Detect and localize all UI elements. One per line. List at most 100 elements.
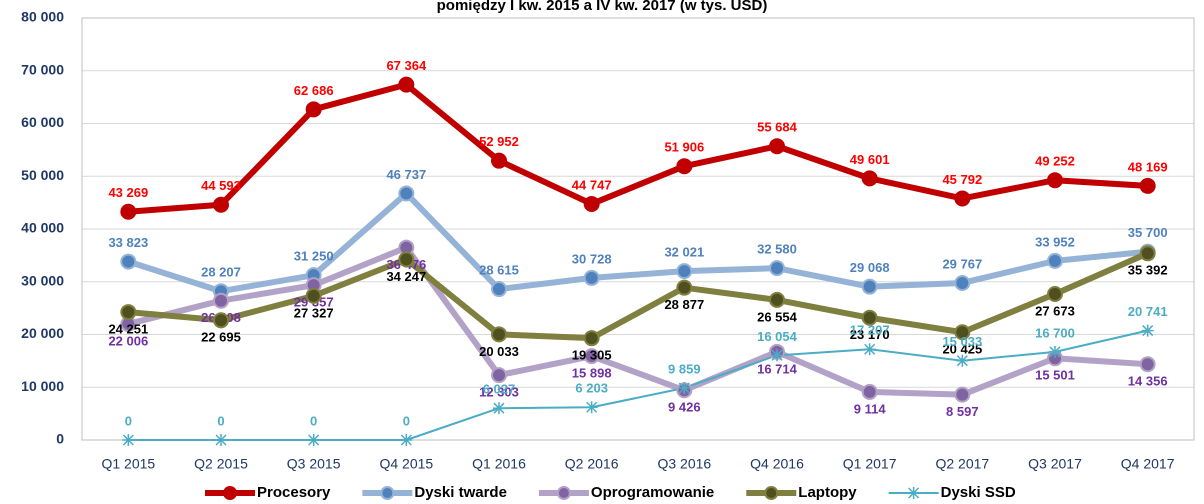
data-label: 34 247 [386,269,426,284]
data-label: 30 728 [572,251,612,266]
legend-marker [223,486,237,500]
data-label: 49 601 [850,152,890,167]
x-tick-label: Q3 2015 [287,456,341,472]
data-label: 9 859 [668,361,701,376]
point [398,251,415,268]
data-label: 0 [310,413,317,428]
y-tick-label: 70 000 [21,61,64,77]
x-tick-label: Q2 2017 [935,456,989,472]
data-label: 35 392 [1128,263,1168,278]
x-tick-label: Q3 2017 [1028,456,1082,472]
point [954,274,971,291]
point [769,260,785,277]
legend-label: Laptopy [798,484,857,501]
data-label: 27 673 [1035,303,1075,318]
legend-marker [556,486,571,500]
data-label: 0 [217,413,224,428]
x-tick-label: Q4 2015 [379,456,433,472]
series-line [128,250,1149,342]
data-label: 6 027 [483,382,516,397]
series-line [128,329,1148,441]
data-label: 33 952 [1035,234,1075,249]
point [1139,356,1156,373]
point [1049,345,1061,358]
point [400,434,413,446]
data-label: 29 068 [850,260,890,275]
point [1139,245,1156,262]
data-label: 15 898 [572,366,612,381]
point [213,196,229,213]
point [956,354,969,367]
series-line [128,81,1148,215]
data-label: 12 303 [479,385,519,400]
data-label: 22 695 [201,330,241,345]
point [1047,172,1063,189]
data-label: 15 501 [1035,368,1075,383]
point [861,170,878,187]
data-label: 49 252 [1035,154,1075,169]
point [215,434,227,446]
point [678,381,691,394]
data-label: 20 425 [942,342,982,357]
point [954,324,971,341]
x-tick-label: Q2 2015 [194,456,248,472]
data-label: 48 169 [1128,159,1168,174]
point [1141,324,1154,337]
point [863,343,876,356]
y-tick-label: 80 000 [21,9,64,25]
data-label: 22 006 [108,333,148,348]
x-tick-label: Q1 2015 [101,456,155,472]
y-tick-label: 60 000 [21,114,64,130]
data-label: 0 [125,413,132,428]
point [676,263,693,280]
point [583,330,600,347]
x-tick-label: Q3 2016 [657,456,711,472]
point [1139,177,1156,194]
point [120,253,137,270]
point [861,278,878,295]
point [120,304,137,321]
data-label: 6 203 [575,381,608,396]
data-label: 20 741 [1128,304,1168,319]
y-tick-label: 30 000 [21,272,64,288]
x-tick-label: Q1 2017 [843,456,897,472]
y-tick-label: 10 000 [21,378,64,394]
point [954,386,971,403]
data-label: 16 054 [757,329,798,344]
legend-marker [380,486,395,500]
data-label: 43 269 [108,185,148,200]
data-label: 9 114 [854,401,887,416]
x-tick-label: Q4 2017 [1121,456,1175,472]
y-tick-label: 40 000 [21,220,64,236]
point [491,326,507,343]
data-label: 26 554 [757,309,798,324]
data-label: 33 823 [108,235,148,250]
point [676,158,693,175]
point [120,203,137,220]
point [491,281,507,298]
data-label: 14 356 [1128,374,1168,389]
point [771,349,783,362]
data-label: 27 327 [294,305,334,320]
data-label: 15 033 [942,334,982,349]
series-line [127,244,1148,398]
series-line [127,190,1148,295]
x-tick-label: Q1 2016 [472,456,526,472]
point [305,101,322,118]
data-label: 0 [403,413,410,428]
data-label: 35 700 [1128,225,1168,240]
chart-title: pomiędzy I kw. 2015 a IV kw. 2017 (w tys… [437,0,768,14]
point [493,402,505,415]
data-label: 44 593 [201,178,241,193]
data-label: 28 207 [201,265,241,280]
data-label: 46 737 [386,167,426,182]
legend-label: Procesory [257,484,331,501]
data-label: 20 033 [479,344,519,359]
point [583,195,600,212]
point [305,287,322,304]
point [769,291,785,308]
x-tick-label: Q2 2016 [565,456,619,472]
data-label: 9 426 [668,400,701,415]
data-label: 16 700 [1035,325,1075,340]
point [585,401,598,414]
